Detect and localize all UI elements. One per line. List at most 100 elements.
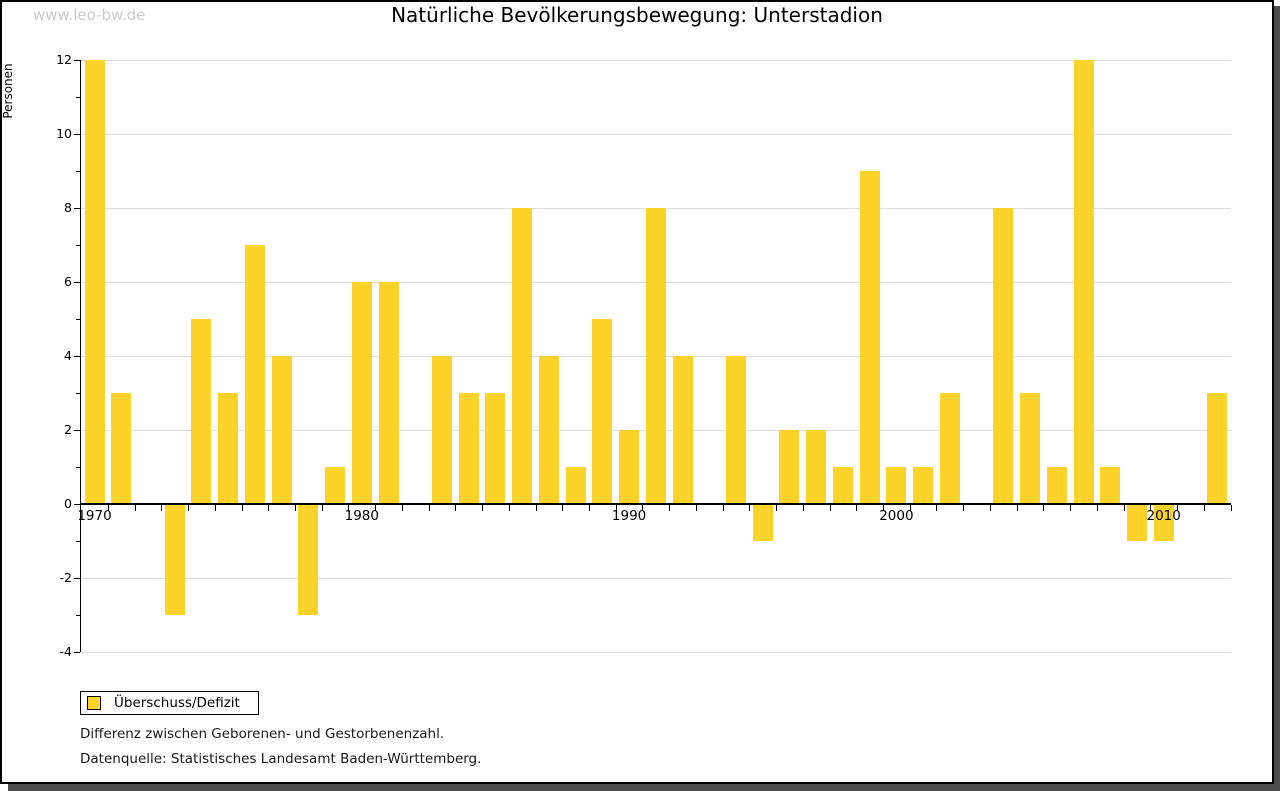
y-minor-tick	[76, 170, 80, 172]
gridline	[80, 577, 1231, 579]
footnote-definition: Differenz zwischen Geborenen- und Gestor…	[80, 726, 445, 742]
x-tick	[749, 505, 751, 511]
bar-1983	[431, 356, 452, 504]
drop-shadow-bottom	[8, 784, 1274, 791]
x-tick	[989, 505, 991, 511]
y-axis-line	[80, 60, 81, 652]
y-tick	[74, 59, 80, 61]
x-tick	[722, 505, 724, 511]
x-tick	[321, 505, 323, 511]
bar-2004	[993, 208, 1014, 504]
bar-1976	[244, 245, 265, 504]
bar-1986	[512, 208, 533, 504]
bar-2008	[1100, 467, 1121, 504]
x-tick	[134, 505, 136, 511]
bar-2010	[1153, 505, 1174, 541]
legend: Überschuss/Defizit	[80, 691, 259, 715]
y-tick	[74, 355, 80, 357]
legend-label: Überschuss/Defizit	[114, 695, 240, 711]
y-tick	[74, 429, 80, 431]
gridline	[80, 59, 1231, 61]
y-minor-tick	[76, 96, 80, 98]
x-tick	[856, 505, 858, 511]
bar-2001	[913, 467, 934, 504]
bar-2000	[886, 467, 907, 504]
y-tick-label: 12	[56, 52, 72, 67]
watermark: www.leo-bw.de	[33, 6, 146, 24]
x-tick	[428, 505, 430, 511]
x-tick	[1070, 505, 1072, 511]
y-tick-label: -4	[59, 644, 72, 659]
bar-1991	[645, 208, 666, 504]
x-tick	[1177, 505, 1179, 511]
y-tick-label: 8	[64, 200, 72, 215]
x-tick	[802, 505, 804, 511]
bar-1974	[191, 319, 212, 504]
x-tick	[1230, 505, 1232, 511]
bar-1970	[84, 60, 105, 504]
bar-1984	[458, 393, 479, 504]
y-minor-tick	[76, 392, 80, 394]
x-tick-label: 1970	[77, 508, 112, 524]
bar-1987	[538, 356, 559, 504]
x-tick	[776, 505, 778, 511]
y-tick	[74, 503, 80, 505]
y-tick	[74, 577, 80, 579]
y-tick	[74, 281, 80, 283]
x-tick	[829, 505, 831, 511]
x-tick	[1096, 505, 1098, 511]
bar-1981	[378, 282, 399, 504]
x-tick	[963, 505, 965, 511]
footnote-source: Datenquelle: Statistisches Landesamt Bad…	[80, 751, 482, 767]
x-tick	[695, 505, 697, 511]
bar-1985	[485, 393, 506, 504]
x-tick	[294, 505, 296, 511]
bar-2012	[1207, 393, 1228, 504]
x-tick-label: 1980	[344, 508, 379, 524]
x-tick	[455, 505, 457, 511]
y-tick	[74, 207, 80, 209]
gridline	[80, 651, 1231, 653]
bar-1990	[619, 430, 640, 504]
x-axis-line	[80, 503, 1231, 505]
bar-1975	[218, 393, 239, 504]
x-tick	[161, 505, 163, 511]
x-tick	[1123, 505, 1125, 511]
x-tick	[589, 505, 590, 511]
legend-swatch-icon	[87, 696, 101, 710]
bar-2009	[1126, 505, 1147, 541]
x-tick	[482, 505, 484, 511]
y-minor-tick	[76, 244, 80, 246]
bar-1973	[164, 505, 185, 615]
bar-2007	[1073, 60, 1094, 504]
bar-1996	[779, 430, 800, 504]
x-tick	[188, 505, 190, 511]
x-tick	[214, 505, 216, 511]
x-tick	[1150, 505, 1152, 511]
y-minor-tick	[76, 318, 80, 320]
bar-1980	[351, 282, 372, 504]
bar-1977	[271, 356, 292, 504]
y-tick-label: 6	[64, 274, 72, 289]
bar-1989	[592, 319, 613, 504]
x-tick	[241, 505, 243, 511]
y-axis-label: Personen	[1, 63, 15, 119]
bar-1979	[325, 467, 346, 504]
x-tick	[508, 505, 510, 511]
page-title: Natürliche Bevölkerungsbewegung: Unterst…	[391, 3, 883, 27]
x-tick	[909, 505, 911, 511]
bar-1988	[565, 467, 586, 504]
x-tick	[883, 505, 885, 511]
x-tick	[669, 505, 671, 511]
x-tick	[562, 505, 564, 511]
gridline	[80, 133, 1231, 135]
bar-1995	[752, 505, 773, 541]
y-tick-label: 0	[64, 496, 72, 511]
x-tick	[535, 505, 537, 511]
y-tick-label: 10	[56, 126, 72, 141]
y-tick	[74, 651, 80, 653]
x-tick-label: 2010	[1146, 508, 1181, 524]
x-tick	[615, 505, 617, 511]
bar-2002	[939, 393, 960, 504]
